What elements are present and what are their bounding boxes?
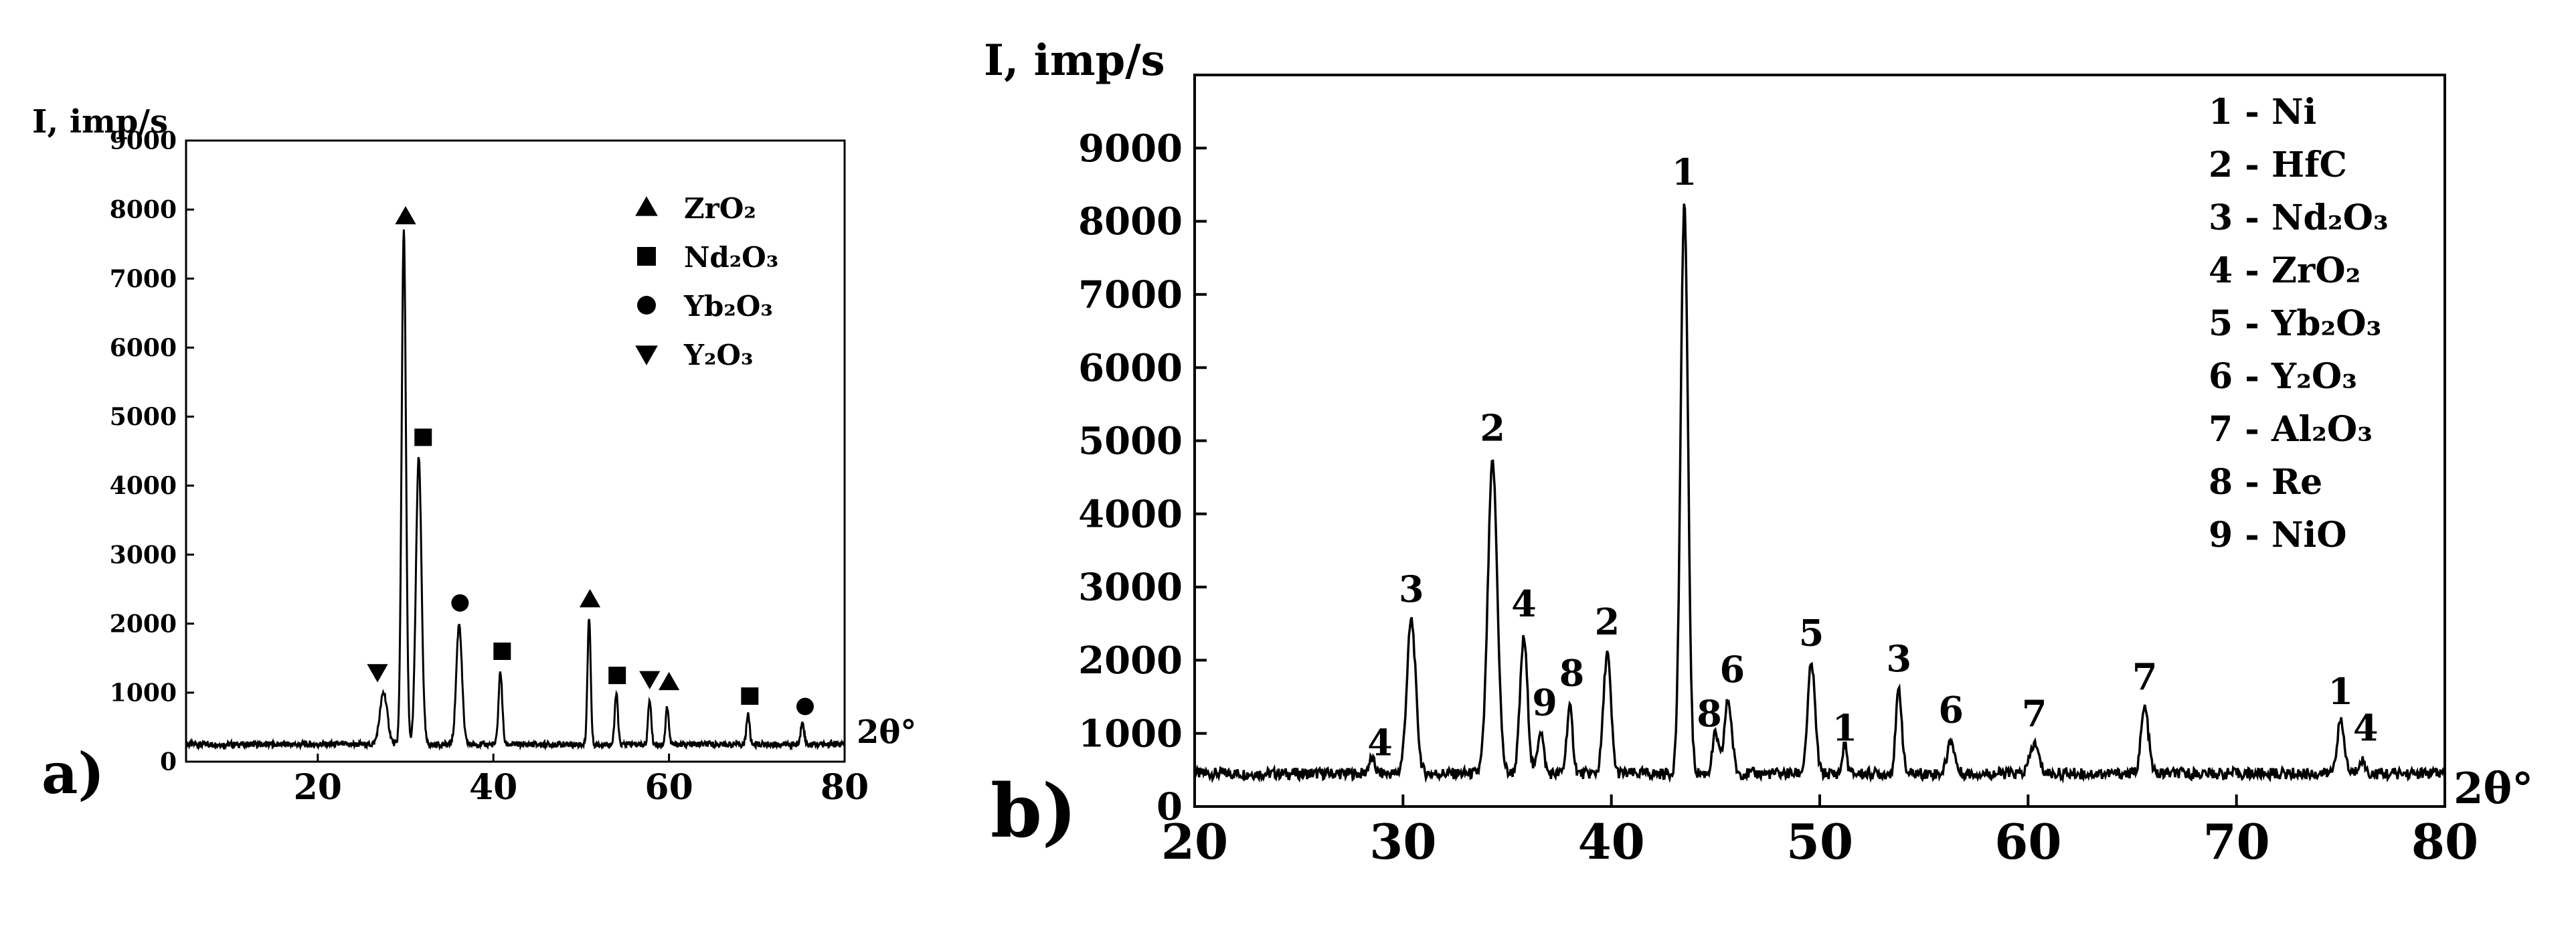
legend-entry: 7 - Al₂O₃: [2209, 409, 2373, 450]
y-tick-label: 7000: [1078, 273, 1183, 317]
y-tick-label: 3000: [1078, 566, 1183, 610]
x-tick-label: 60: [1994, 813, 2061, 870]
peak-label: 6: [1719, 648, 1745, 691]
peak-label: 4: [1367, 721, 1393, 764]
y-axis-label: I, imp/s: [32, 103, 168, 141]
legend-label: Yb₂O₃: [683, 290, 773, 323]
panel-a-chart: 0 1000 2000 3000 4000 5000 6000 7000 8000 9000 20 4…: [32, 103, 916, 808]
y-tick-label: 7000: [110, 265, 177, 293]
y-tick-label: 5000: [110, 403, 177, 431]
square-marker: [493, 643, 511, 661]
peak-label: 7: [2022, 692, 2047, 735]
x-tick-label: 50: [1786, 813, 1853, 870]
circle-marker: [451, 594, 469, 612]
x-tick-label: 80: [2411, 813, 2478, 870]
peak-label: 3: [1399, 568, 1424, 610]
legend-label: ZrO₂: [684, 192, 756, 225]
peak-label: 2: [1595, 600, 1620, 643]
xrd-pattern-line: [1193, 203, 2446, 784]
legend-triangle-up-icon: [635, 196, 658, 216]
peak-label: 1: [1832, 707, 1858, 750]
triangle-up-marker: [579, 589, 601, 608]
panel-label: b): [991, 768, 1077, 854]
legend-entry: 9 - NiO: [2209, 515, 2347, 556]
y-axis-label: I, imp/s: [984, 35, 1165, 86]
square-marker: [608, 667, 626, 685]
peak-label: 9: [1532, 681, 1557, 724]
legend-label: Y₂O₃: [683, 339, 753, 371]
y-tick-label: 2000: [1078, 639, 1183, 683]
plot-frame: [185, 139, 846, 763]
legend-entry: 8 - Re: [2209, 462, 2322, 503]
y-tick-label: 9000: [1078, 126, 1183, 171]
y-tick-label: 6000: [1078, 346, 1183, 390]
x-tick-label: 80: [821, 767, 869, 808]
y-tick-label: 6000: [110, 334, 177, 362]
peak-label: 2: [1480, 407, 1505, 450]
panel-label: a): [41, 740, 104, 807]
peak-label: 4: [2353, 707, 2379, 750]
legend-entry: 2 - HfC: [2209, 145, 2347, 185]
legend-entry: 5 - Yb₂O₃: [2209, 303, 2381, 344]
peak-label: 5: [1799, 612, 1824, 655]
y-tick-label: 2000: [110, 610, 177, 638]
square-marker: [414, 428, 432, 446]
triangle-up-marker: [659, 671, 680, 691]
peak-label: 4: [1511, 582, 1537, 625]
x-axis-label: 2θ°: [2454, 764, 2533, 814]
y-tick-label: 9000: [110, 127, 177, 155]
x-tick-label: 60: [645, 767, 693, 808]
triangle-down-marker: [367, 664, 388, 683]
peak-label: 1: [2328, 670, 2354, 713]
legend-entry: 1 - Ni: [2209, 92, 2316, 133]
y-tick-label: 5000: [1078, 419, 1183, 463]
circle-marker: [796, 697, 814, 715]
y-tick-label: 1000: [1078, 711, 1183, 756]
legend-entry: 6 - Y₂O₃: [2209, 356, 2357, 397]
legend-label: Nd₂O₃: [684, 241, 778, 274]
triangle-up-marker: [395, 205, 416, 225]
legend-entry: 3 - Nd₂O₃: [2209, 197, 2389, 238]
y-tick-label: 0: [160, 748, 177, 776]
x-tick-label: 20: [294, 767, 342, 808]
square-marker: [741, 687, 759, 705]
x-tick-label: 20: [1161, 813, 1228, 870]
x-tick-label: 30: [1369, 813, 1436, 870]
peak-label: 7: [2132, 655, 2158, 698]
y-tick-label: 8000: [110, 196, 177, 224]
legend-square-icon: [637, 247, 656, 266]
legend-circle-icon: [637, 296, 656, 315]
x-tick-label: 40: [1578, 813, 1645, 870]
x-tick-label: 40: [469, 767, 517, 808]
legend-entry: 4 - ZrO₂: [2209, 250, 2360, 291]
x-tick-label: 70: [2203, 813, 2270, 870]
y-tick-label: 4000: [110, 472, 177, 500]
y-tick-label: 0: [1156, 785, 1183, 829]
peak-label: 8: [1559, 652, 1585, 695]
y-tick-label: 8000: [1078, 199, 1183, 244]
y-tick-label: 4000: [1078, 492, 1183, 536]
panel-b-chart: 0 1000 2000 3000 4000 5000 6000 7000 8000 9000 20 3…: [984, 35, 2533, 870]
legend-triangle-down-icon: [635, 345, 658, 365]
triangle-down-marker: [639, 671, 661, 689]
peak-label: 3: [1887, 637, 1912, 680]
peak-label: 8: [1697, 692, 1722, 735]
y-tick-label: 1000: [110, 679, 177, 707]
peak-label: 1: [1672, 151, 1697, 193]
y-tick-label: 3000: [110, 541, 177, 569]
xrd-pattern-line: [185, 229, 846, 751]
peak-label: 6: [1938, 688, 1964, 731]
x-axis-label: 2θ°: [857, 713, 916, 751]
